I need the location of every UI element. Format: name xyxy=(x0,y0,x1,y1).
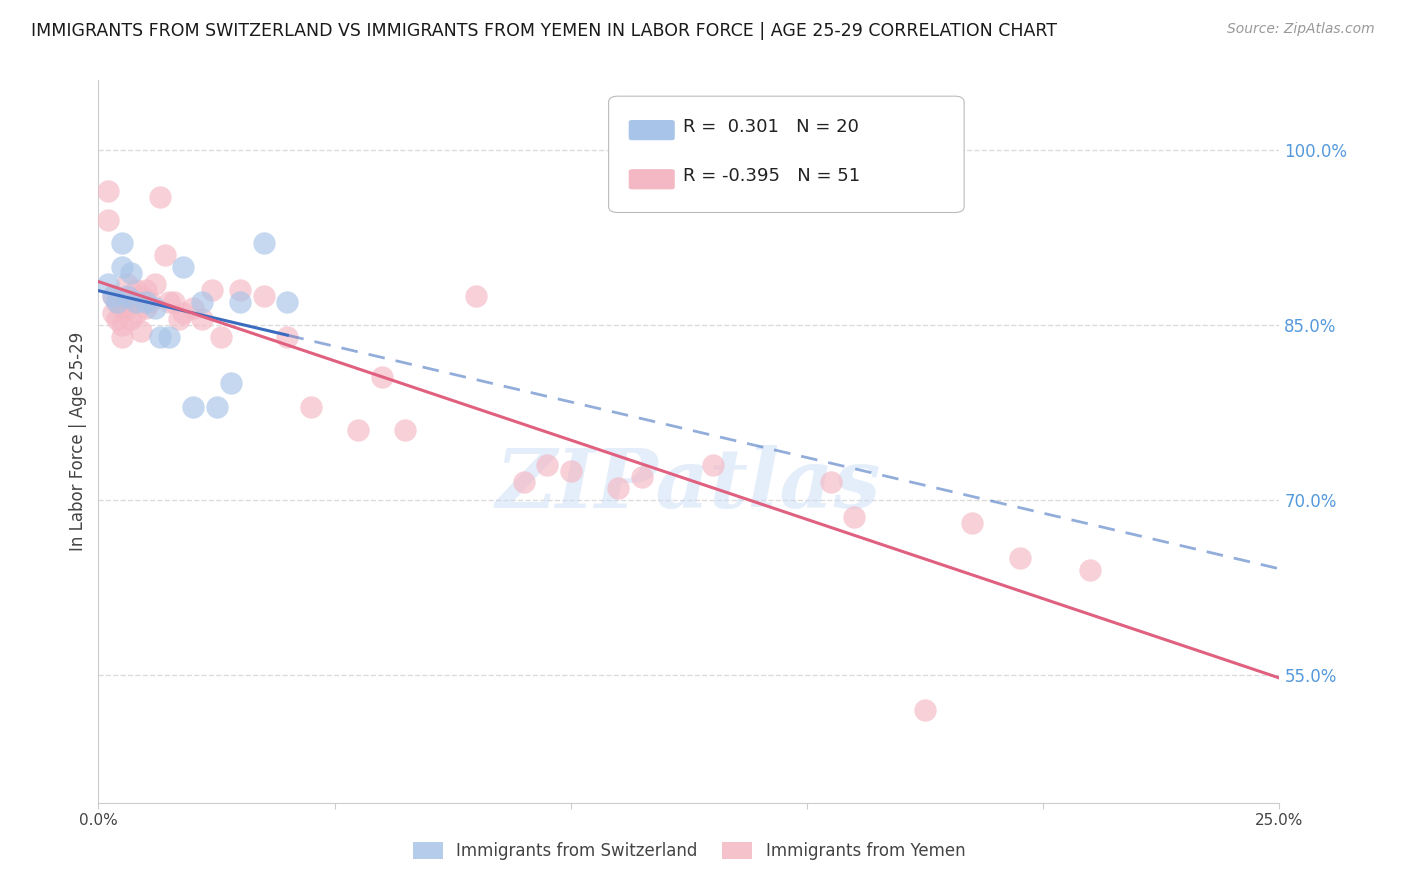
Point xyxy=(143,301,166,315)
Point xyxy=(101,289,124,303)
Point xyxy=(125,283,148,297)
Point xyxy=(209,329,232,343)
Point xyxy=(191,294,214,309)
Point xyxy=(111,236,134,251)
Point xyxy=(115,301,138,315)
Text: R = -0.395   N = 51: R = -0.395 N = 51 xyxy=(683,167,860,185)
Point xyxy=(201,283,224,297)
Point xyxy=(229,294,252,309)
Point xyxy=(276,329,298,343)
Point xyxy=(253,289,276,303)
Point xyxy=(962,516,984,530)
Point xyxy=(914,702,936,716)
Point xyxy=(1080,563,1102,577)
Point xyxy=(181,301,204,315)
Point xyxy=(191,312,214,326)
Point xyxy=(229,283,252,297)
Point xyxy=(97,184,120,198)
Point xyxy=(97,213,120,227)
Point xyxy=(101,306,124,320)
Y-axis label: In Labor Force | Age 25-29: In Labor Force | Age 25-29 xyxy=(69,332,87,551)
Point xyxy=(394,423,416,437)
Text: R =  0.301   N = 20: R = 0.301 N = 20 xyxy=(683,118,859,136)
Point xyxy=(115,277,138,292)
Point xyxy=(153,248,176,262)
Point xyxy=(205,400,228,414)
FancyBboxPatch shape xyxy=(609,96,965,212)
Point xyxy=(276,294,298,309)
Point xyxy=(125,306,148,320)
Point xyxy=(111,318,134,332)
Point xyxy=(844,510,866,524)
Point xyxy=(115,289,138,303)
Point xyxy=(157,294,180,309)
FancyBboxPatch shape xyxy=(628,169,675,189)
Point xyxy=(129,289,152,303)
Point xyxy=(163,294,186,309)
Point xyxy=(465,289,488,303)
Point xyxy=(167,312,190,326)
Point xyxy=(121,294,143,309)
Point xyxy=(135,283,157,297)
Point xyxy=(97,277,120,292)
Point xyxy=(139,294,162,309)
Point xyxy=(181,400,204,414)
Legend: Immigrants from Switzerland, Immigrants from Yemen: Immigrants from Switzerland, Immigrants … xyxy=(406,835,972,867)
Point xyxy=(149,190,172,204)
Point xyxy=(1008,551,1031,566)
Point xyxy=(820,475,842,490)
Point xyxy=(702,458,724,472)
FancyBboxPatch shape xyxy=(628,120,675,140)
Point xyxy=(172,306,194,320)
Point xyxy=(607,481,630,495)
Point xyxy=(105,294,128,309)
Point xyxy=(149,329,172,343)
Point xyxy=(536,458,558,472)
Point xyxy=(172,260,194,274)
Point xyxy=(512,475,534,490)
Point xyxy=(111,260,134,274)
Point xyxy=(111,301,134,315)
Point xyxy=(371,370,394,384)
Text: Source: ZipAtlas.com: Source: ZipAtlas.com xyxy=(1227,22,1375,37)
Point xyxy=(125,294,148,309)
Point xyxy=(143,277,166,292)
Point xyxy=(630,469,652,483)
Point xyxy=(111,329,134,343)
Point xyxy=(101,289,124,303)
Text: ZIPatlas: ZIPatlas xyxy=(496,445,882,524)
Point xyxy=(105,312,128,326)
Point xyxy=(219,376,242,391)
Point xyxy=(347,423,370,437)
Point xyxy=(157,329,180,343)
Point xyxy=(121,312,143,326)
Point xyxy=(121,266,143,280)
Point xyxy=(135,301,157,315)
Text: IMMIGRANTS FROM SWITZERLAND VS IMMIGRANTS FROM YEMEN IN LABOR FORCE | AGE 25-29 : IMMIGRANTS FROM SWITZERLAND VS IMMIGRANT… xyxy=(31,22,1057,40)
Point xyxy=(135,294,157,309)
Point xyxy=(299,400,322,414)
Point xyxy=(129,324,152,338)
Point xyxy=(560,464,582,478)
Point xyxy=(105,294,128,309)
Point xyxy=(253,236,276,251)
